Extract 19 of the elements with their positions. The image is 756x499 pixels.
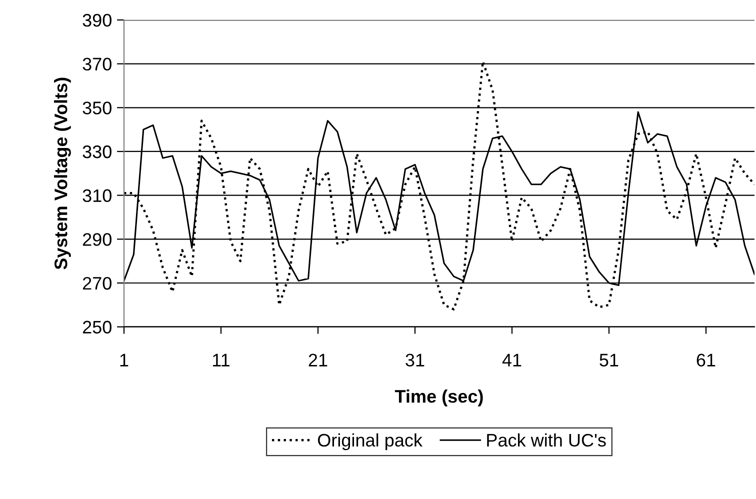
y-tick-label: 350 bbox=[82, 102, 112, 114]
y-tick-label: 290 bbox=[82, 233, 112, 246]
legend-label: Pack with UC's bbox=[487, 433, 606, 447]
legend-label: Original pack bbox=[318, 433, 423, 450]
y-tick-label: 250 bbox=[82, 320, 112, 334]
x-tick-label: 21 bbox=[308, 354, 328, 366]
x-tick-label: 1 bbox=[120, 354, 128, 366]
y-tick-label: 330 bbox=[82, 145, 112, 158]
x-tick-label: 31 bbox=[406, 354, 424, 366]
y-tick-label: 270 bbox=[82, 276, 112, 290]
x-tick-label: 51 bbox=[600, 354, 618, 366]
y-axis-title: System Voltage (Volts) bbox=[54, 78, 71, 270]
x-tick-label: 61 bbox=[696, 354, 716, 366]
x-tick-label: 11 bbox=[212, 354, 230, 366]
y-tick-label: 390 bbox=[82, 14, 112, 27]
x-tick-label: 41 bbox=[502, 354, 522, 366]
y-tick-label: 370 bbox=[82, 58, 112, 71]
y-tick-label: 310 bbox=[82, 189, 112, 202]
x-axis-title: Time (sec) bbox=[394, 390, 483, 406]
